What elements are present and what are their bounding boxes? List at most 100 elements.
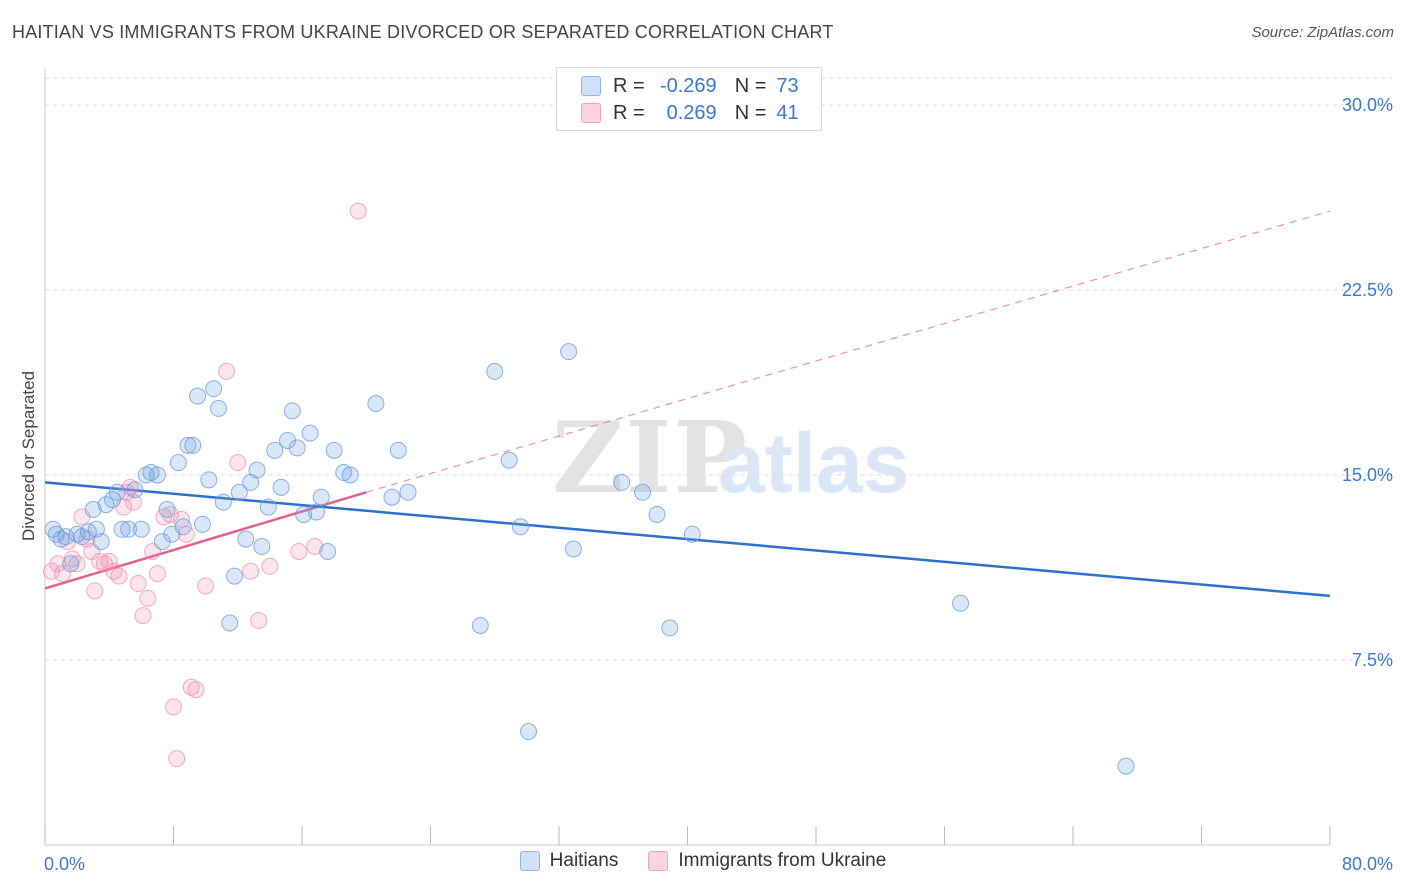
series-swatch-ukraine — [648, 851, 669, 871]
haitian-point — [132, 520, 150, 538]
haitian-point — [500, 451, 518, 469]
haitian-point — [205, 380, 223, 398]
x-tick-label-max: 80.0% — [1342, 854, 1393, 874]
haitian-point — [179, 436, 197, 454]
ukraine-point — [165, 698, 182, 716]
haitian-trend-line — [44, 481, 1331, 598]
ukraine-point — [168, 750, 186, 768]
trend-lines — [44, 210, 1331, 598]
haitian-point — [68, 525, 86, 543]
haitian-point — [613, 473, 631, 491]
ukraine-point — [110, 567, 128, 585]
ukraine-point — [124, 493, 142, 511]
ukraine-point — [148, 565, 166, 583]
haitian-point — [325, 441, 343, 459]
legend-r-value: 0.269 — [666, 101, 717, 124]
legend-r-label: R = — [613, 74, 645, 97]
haitian-point — [148, 466, 166, 484]
ukraine-point — [134, 607, 152, 625]
haitian-point — [307, 503, 325, 521]
haitian-point — [661, 619, 679, 637]
haitian-point — [126, 481, 144, 499]
ukraine-point — [187, 681, 205, 699]
legend-swatch-ukraine — [581, 103, 601, 123]
haitian-point — [92, 533, 110, 551]
haitian-point — [200, 471, 218, 489]
haitian-point — [1117, 757, 1135, 775]
x-tick-label-min: 0.0% — [44, 854, 85, 874]
ukraine-point — [121, 478, 139, 496]
y-tick-label: 7.5% — [1352, 650, 1393, 670]
ukraine-point — [100, 552, 118, 570]
ukraine-point — [306, 538, 324, 556]
legend-row-ukraine: R = 0.269 N = 41 — [581, 100, 817, 126]
haitian-point — [266, 441, 284, 459]
haitian-point — [184, 436, 202, 454]
haitian-point — [367, 394, 385, 412]
watermark-atlas: atlas — [718, 416, 909, 510]
haitian-point — [248, 461, 266, 479]
legend-row-haitians: R = -0.269 N = 73 — [581, 73, 817, 99]
haitian-point — [253, 538, 271, 556]
legend-n-label: N = — [734, 101, 767, 124]
haitian-point — [283, 402, 301, 420]
haitian-point — [230, 483, 248, 501]
haitian-point — [113, 520, 131, 538]
y-tick-label: 15.0% — [1342, 465, 1393, 485]
source-label: Source: ZipAtlas.com — [1251, 24, 1394, 41]
haitian-point — [383, 488, 401, 506]
series-label-ukraine: Immigrants from Ukraine — [678, 850, 887, 871]
haitian-point — [47, 525, 65, 543]
ukraine-point — [218, 362, 236, 380]
haitian-point — [237, 530, 255, 548]
legend-r-value: -0.269 — [659, 74, 717, 97]
haitian-point — [560, 343, 578, 361]
ukraine-point — [139, 589, 157, 607]
ukraine-trend-extension — [366, 210, 1331, 493]
haitian-point — [312, 488, 330, 506]
ukraine-point — [261, 557, 279, 575]
series-legend: Haitians Immigrants from Ukraine — [0, 850, 1406, 872]
series-legend-haitians: Haitians — [519, 850, 619, 872]
haitian-point — [341, 466, 359, 484]
haitian-point — [52, 530, 70, 548]
series-swatch-haitians — [519, 851, 540, 871]
haitian-point — [648, 505, 666, 523]
haitian-point — [511, 518, 529, 536]
ukraine-point — [91, 552, 109, 570]
ukraine-point — [161, 505, 179, 523]
ukraine-trend-line — [44, 491, 367, 590]
haitian-point — [62, 555, 80, 573]
ukraine-point — [105, 562, 123, 580]
haitian-point — [189, 387, 207, 405]
ukraine-point — [86, 582, 104, 600]
haitian-point — [634, 483, 652, 501]
haitian-point — [519, 723, 537, 741]
ukraine-point — [197, 577, 215, 595]
series-label-haitians: Haitians — [549, 850, 619, 871]
ukraine-point — [242, 562, 260, 580]
haitian-point — [301, 424, 319, 442]
legend-r-label: R = — [613, 101, 645, 124]
y-tick-label: 30.0% — [1342, 95, 1393, 115]
haitian-point — [193, 515, 211, 533]
legend-n-label: N = — [734, 74, 767, 97]
haitian-point — [683, 525, 701, 543]
ukraine-point — [68, 555, 86, 573]
legend-n-value: 73 — [776, 74, 799, 97]
legend-swatch-haitians — [581, 76, 601, 96]
data-points — [42, 202, 1135, 775]
haitian-point — [319, 542, 337, 560]
haitian-point — [471, 616, 489, 634]
haitian-point — [169, 454, 187, 472]
ukraine-point — [129, 575, 147, 593]
haitian-point — [120, 520, 138, 538]
ukraine-point — [229, 454, 247, 472]
haitian-point — [158, 501, 176, 519]
haitian-point — [399, 483, 417, 501]
y-tick-label: 22.5% — [1342, 280, 1393, 300]
haitian-point — [295, 505, 313, 523]
haitian-point — [259, 498, 277, 516]
haitian-point — [389, 441, 407, 459]
